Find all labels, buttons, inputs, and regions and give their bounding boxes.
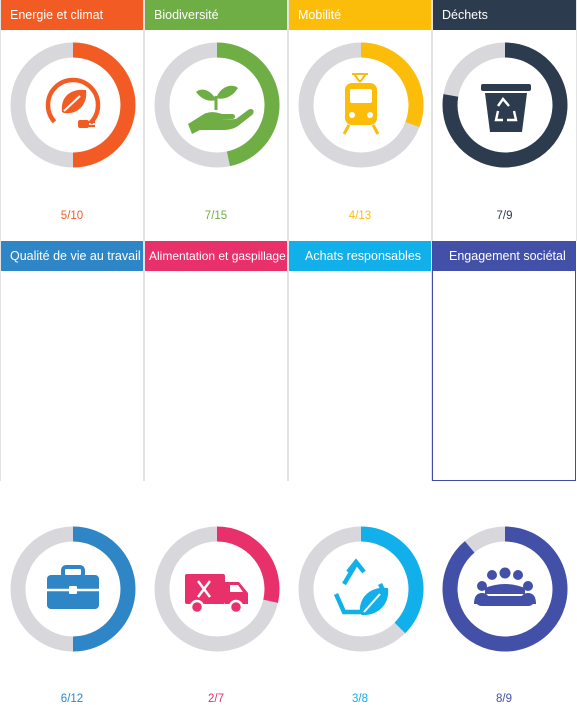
card-energie-climat[interactable]: Energie et climat 5/10 xyxy=(0,0,144,241)
score-label: 4/13 xyxy=(348,210,372,222)
tram-icon xyxy=(342,73,380,135)
card-title: Déchets xyxy=(433,0,576,30)
ring-progress-arc xyxy=(216,42,280,167)
score-label: 8/9 xyxy=(496,693,512,705)
group-meeting-icon xyxy=(474,567,536,606)
card-title: Biodiversité xyxy=(145,0,287,30)
recycle-bin-icon xyxy=(481,84,531,132)
card-mobilite[interactable]: Mobilité 4/13 xyxy=(288,0,432,241)
leaf-plug-icon xyxy=(45,77,101,133)
score-label: 2/7 xyxy=(208,693,224,705)
ring-progress-arc xyxy=(72,42,136,168)
score-ring xyxy=(154,42,280,168)
ring-progress-arc xyxy=(442,42,568,168)
score-label: 7/15 xyxy=(204,210,228,222)
card-engagement-societal[interactable]: Engagement sociétal 8/9 xyxy=(432,241,576,705)
score-label: 3/8 xyxy=(352,693,368,705)
card-title: Alimentation et gaspillage xyxy=(145,241,287,271)
card-title: Mobilité xyxy=(289,0,431,30)
score-ring xyxy=(10,526,136,652)
score-ring xyxy=(298,42,424,168)
score-ring xyxy=(10,42,136,168)
food-truck-icon xyxy=(185,574,248,615)
recycle-leaf-icon xyxy=(333,558,389,616)
hand-plant-icon xyxy=(188,85,254,134)
card-alimentation-gaspillage[interactable]: Alimentation et gaspillage 2/7 xyxy=(144,241,288,705)
card-title: Engagement sociétal xyxy=(433,241,575,271)
card-qualite-vie-travail[interactable]: Qualité de vie au travail 6/12 xyxy=(0,241,144,705)
card-title: Achats responsables xyxy=(289,241,431,271)
card-title: Energie et climat xyxy=(1,0,143,30)
score-label: 7/9 xyxy=(496,210,513,222)
card-title: Qualité de vie au travail xyxy=(1,241,143,271)
score-ring xyxy=(154,526,280,652)
card-biodiversite[interactable]: Biodiversité 7/15 xyxy=(144,0,288,241)
score-ring xyxy=(442,526,568,652)
ring-progress-arc xyxy=(360,42,424,128)
card-dechets[interactable]: Déchets 7/9 xyxy=(432,0,577,241)
score-ring xyxy=(442,42,568,168)
score-label: 6/12 xyxy=(60,693,84,705)
briefcase-icon xyxy=(47,565,99,609)
card-achats-responsables[interactable]: Achats responsables 3/8 xyxy=(288,241,432,705)
score-label: 5/10 xyxy=(60,210,84,222)
score-ring xyxy=(298,526,424,652)
